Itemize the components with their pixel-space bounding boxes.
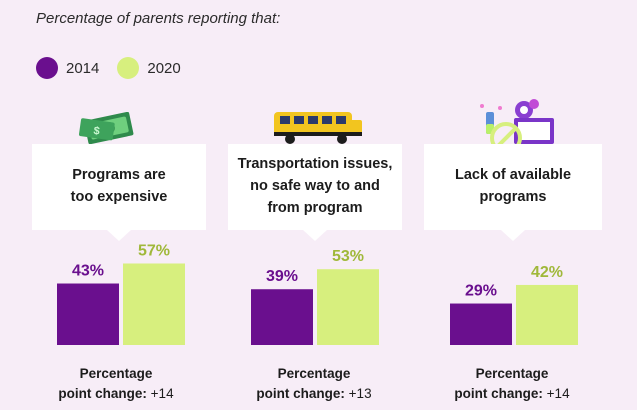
change-label-1: Percentage point change:	[256, 366, 351, 401]
bar-2020-0	[123, 263, 185, 345]
change-value-1: +13	[348, 385, 372, 401]
category-label-2: Lack of available programs	[454, 167, 572, 205]
bar-2014-0	[57, 283, 119, 345]
bar-label-2020-1: 53%	[332, 248, 364, 265]
category-label-0: Programs are too expensive	[70, 167, 168, 205]
legend-swatch-2020	[117, 57, 140, 79]
legend-swatch-2014	[36, 57, 58, 79]
bar-2014-1	[251, 289, 313, 345]
school-bus-icon	[274, 112, 362, 144]
intro-text: Percentage of parents reporting that:	[36, 10, 281, 27]
change-label-0: Percentage point change:	[58, 366, 153, 401]
category-card-1: Transportation issues, no safe way to an…	[228, 144, 402, 241]
category-label-1: Transportation issues, no safe way to an…	[237, 156, 393, 216]
category-card-0: Programs are too expensive	[32, 144, 206, 241]
change-label-2: Percentage point change:	[454, 366, 549, 401]
bar-2020-1	[317, 269, 379, 345]
bar-2014-2	[450, 303, 512, 345]
legend-label-2014: 2014	[66, 59, 100, 77]
bar-label-2014-2: 29%	[465, 283, 497, 300]
change-note-0: Percentage point change: +14	[36, 364, 196, 403]
bar-label-2014-0: 43%	[72, 263, 104, 280]
change-note-2: Percentage point change: +14	[432, 364, 592, 403]
legend-item-2014: 2014	[36, 57, 99, 79]
change-value-2: +14	[546, 385, 570, 401]
bar-label-2020-2: 42%	[531, 264, 563, 281]
change-value-0: +14	[150, 385, 174, 401]
bar-2020-2	[516, 284, 578, 345]
money-icon: $ $	[79, 112, 134, 145]
svg-text:$: $	[93, 125, 101, 138]
category-card-2: Lack of available programs	[424, 144, 602, 241]
legend-label-2020: 2020	[147, 59, 181, 77]
legend-item-2020: 2020	[117, 57, 181, 79]
change-note-1: Percentage point change: +13	[234, 364, 394, 403]
bar-label-2020-0: 57%	[138, 242, 170, 259]
bar-label-2014-1: 39%	[266, 268, 298, 285]
legend: 2014 2020	[36, 57, 199, 79]
